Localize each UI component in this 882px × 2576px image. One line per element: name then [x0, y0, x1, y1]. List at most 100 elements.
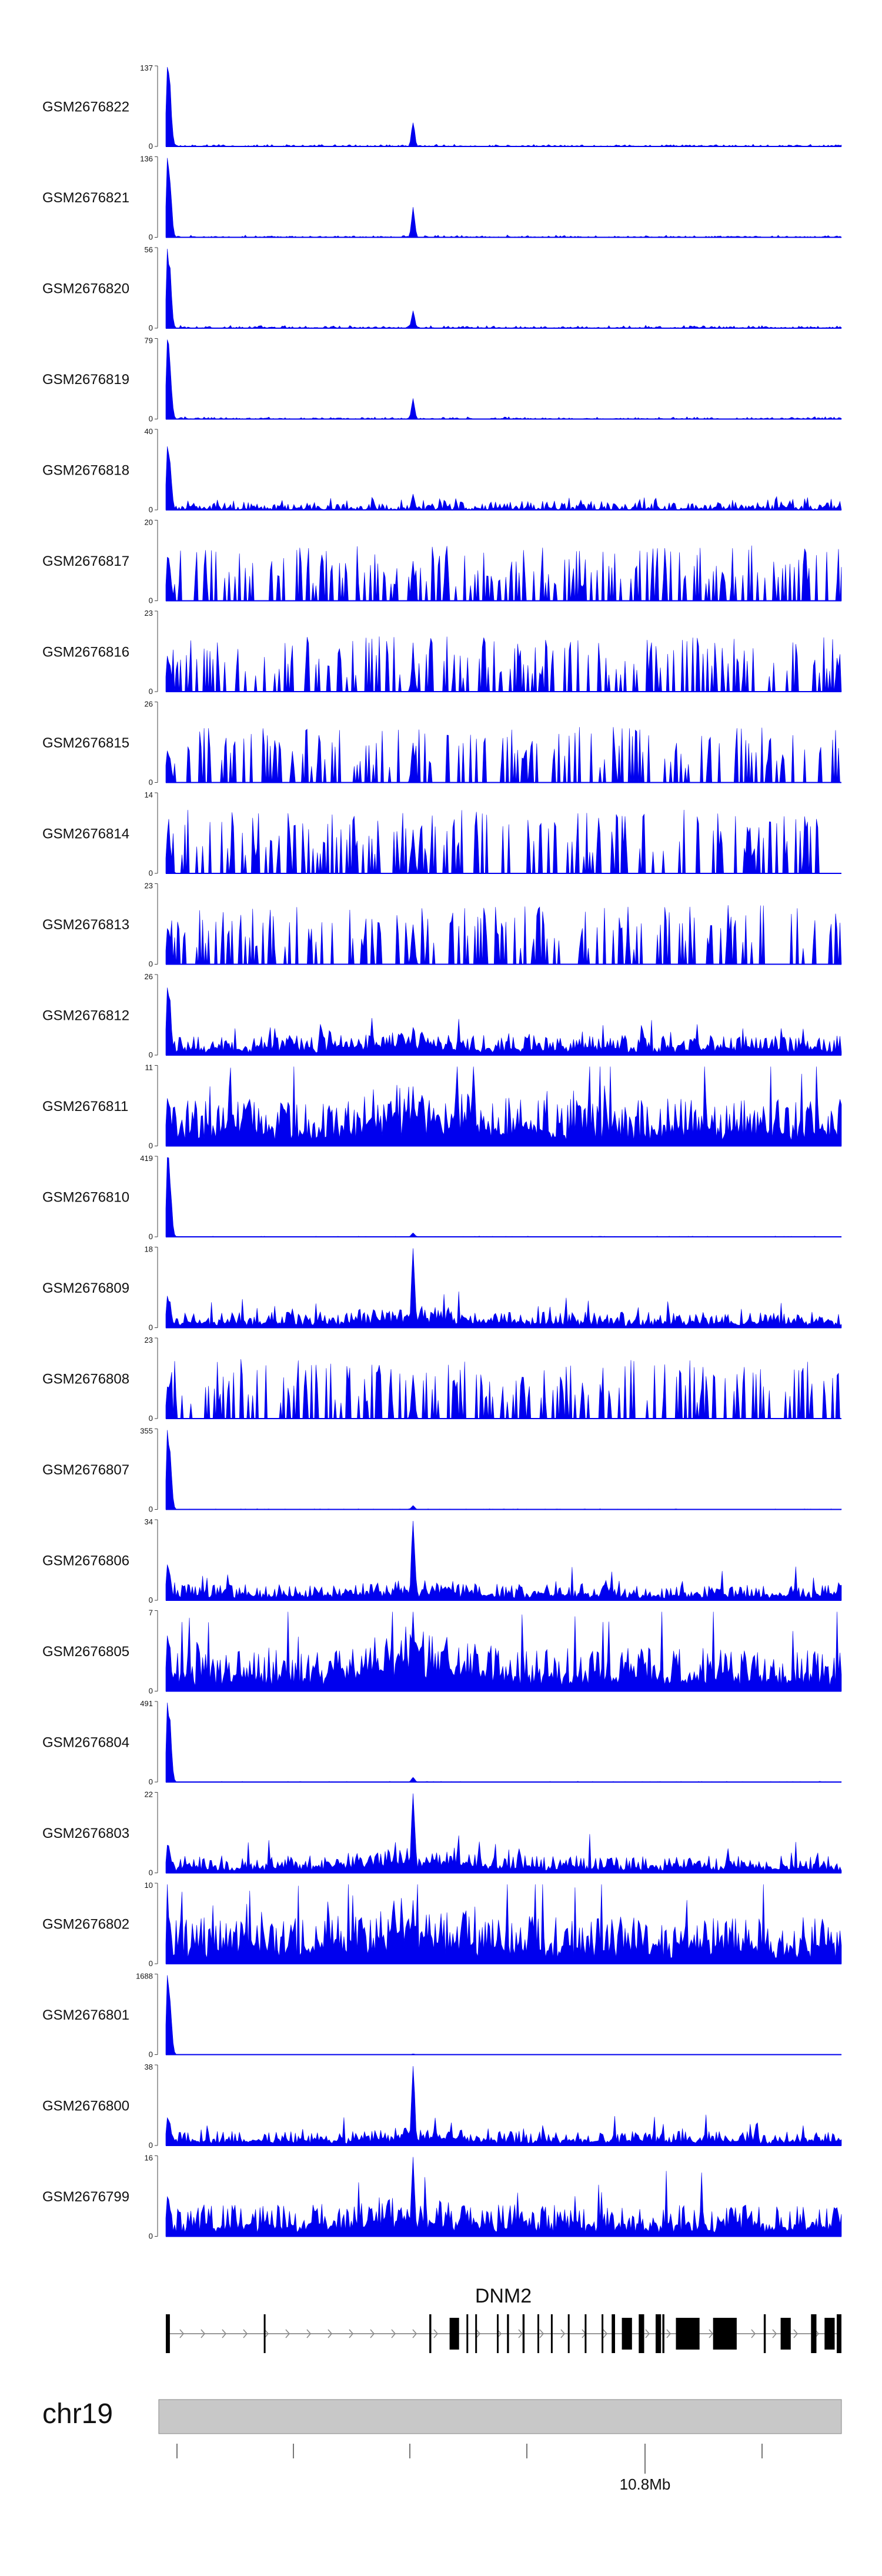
track-signal-area [165, 1520, 842, 1601]
track-label: GSM2676814 [42, 826, 129, 842]
gene-exon [656, 2314, 662, 2353]
gene-exon [662, 2314, 664, 2353]
chromosome-ideogram: chr19 [42, 2398, 842, 2434]
track-ymax-label: 20 [145, 518, 153, 527]
strand-arrow-icon [306, 2329, 312, 2338]
track-GSM2676800: GSM2676800 38 0 [42, 2063, 842, 2150]
track-ymax-label: 14 [145, 790, 153, 799]
track-signal-area [165, 1884, 842, 1964]
track-signal-area [165, 2066, 842, 2146]
gene-exon [166, 2314, 170, 2353]
track-label: GSM2676804 [42, 1735, 129, 1751]
track-signal-area [165, 339, 842, 419]
track-ymax-label: 26 [145, 700, 153, 709]
track-label: GSM2676818 [42, 463, 129, 479]
track-ymax-label: 1688 [136, 1972, 153, 1981]
track-ymin-label: 0 [149, 1959, 153, 1968]
strand-arrow-icon [179, 2329, 185, 2338]
track-label: GSM2676819 [42, 372, 129, 388]
track-ymax-label: 38 [145, 2063, 153, 2071]
track-GSM2676810: GSM2676810 419 0 [42, 1154, 842, 1241]
gene-exon [622, 2318, 632, 2350]
gene-exon [837, 2314, 841, 2353]
strand-arrow-icon [645, 2329, 650, 2338]
track-signal-area [165, 1157, 842, 1237]
track-signal-area [165, 1702, 842, 1783]
track-GSM2676820: GSM2676820 56 0 [42, 245, 842, 332]
strand-arrow-icon [709, 2329, 714, 2338]
track-ymax-label: 79 [145, 336, 153, 345]
track-GSM2676809: GSM2676809 18 0 [42, 1245, 842, 1332]
track-ymax-label: 22 [145, 1790, 153, 1799]
track-ymin-label: 0 [149, 1050, 153, 1059]
track-ymax-label: 419 [140, 1154, 153, 1163]
gene-exon [780, 2318, 791, 2350]
track-label: GSM2676806 [42, 1553, 129, 1569]
track-ymax-label: 18 [145, 1245, 153, 1254]
track-ymax-label: 11 [145, 1063, 153, 1072]
gene-exon [429, 2314, 432, 2353]
strand-arrow-icon [666, 2329, 671, 2338]
track-ymax-label: 491 [140, 1699, 153, 1708]
strand-arrow-icon [201, 2329, 206, 2338]
track-label: GSM2676807 [42, 1462, 129, 1478]
track-ymax-label: 23 [145, 882, 153, 890]
gene-exon [567, 2314, 570, 2353]
track-ymin-label: 0 [149, 960, 153, 969]
track-label: GSM2676799 [42, 2189, 129, 2205]
gene-exon [811, 2314, 817, 2353]
gene-exons [166, 2314, 841, 2353]
track-label: GSM2676817 [42, 553, 129, 569]
track-GSM2676799: GSM2676799 16 0 [42, 2154, 842, 2241]
track-ymax-label: 16 [145, 2154, 153, 2163]
track-label: GSM2676812 [42, 1008, 129, 1024]
track-ymin-label: 0 [149, 1687, 153, 1696]
strand-arrow-icon [476, 2329, 481, 2338]
track-ymax-label: 26 [145, 972, 153, 981]
strand-arrow-icon [560, 2329, 566, 2338]
gene-exon [522, 2314, 525, 2353]
track-ymax-label: 56 [145, 245, 153, 254]
gene-track: DNM2 [166, 2285, 841, 2353]
strand-arrow-icon [772, 2329, 777, 2338]
track-GSM2676813: GSM2676813 23 0 [42, 882, 842, 969]
strand-arrow-icon [328, 2329, 333, 2338]
track-ymin-label: 0 [149, 1414, 153, 1423]
gene-exon [824, 2318, 835, 2350]
strand-arrow-icon [222, 2329, 227, 2338]
gene-exon [713, 2318, 737, 2350]
track-GSM2676822: GSM2676822 137 0 [42, 64, 842, 151]
strand-arrow-icon [603, 2329, 608, 2338]
track-ymin-label: 0 [149, 2232, 153, 2241]
strand-arrow-icon [751, 2329, 756, 2338]
track-label: GSM2676803 [42, 1826, 129, 1841]
track-label: GSM2676822 [42, 99, 129, 115]
gene-exon [602, 2314, 604, 2353]
strand-arrow-icon [518, 2329, 523, 2338]
track-ymin-label: 0 [149, 778, 153, 787]
track-signal-area [165, 905, 842, 965]
track-ymin-label: 0 [149, 2050, 153, 2059]
track-GSM2676802: GSM2676802 10 0 [42, 1881, 842, 1968]
track-ymin-label: 0 [149, 596, 153, 605]
track-GSM2676811: GSM2676811 11 0 [42, 1063, 842, 1150]
track-signal-area [165, 1611, 842, 1691]
track-ymin-label: 0 [149, 1868, 153, 1877]
track-ymax-label: 137 [140, 64, 153, 72]
track-signal-area [165, 727, 841, 783]
gene-exon [763, 2314, 766, 2353]
track-ymin-label: 0 [149, 323, 153, 332]
track-label: GSM2676800 [42, 2098, 129, 2114]
signal-tracks: GSM2676822 137 0 GSM2676821 136 0 GSM2676820 56… [42, 64, 842, 2241]
track-GSM2676806: GSM2676806 34 0 [42, 1517, 842, 1604]
track-ymax-label: 34 [145, 1517, 153, 1526]
track-signal-area [165, 446, 842, 511]
track-ymax-label: 136 [140, 155, 153, 163]
genome-axis: 10.8Mb [176, 2444, 763, 2493]
strand-arrow-icon [370, 2329, 375, 2338]
ideogram-bar [158, 2399, 842, 2434]
axis-ticks [176, 2444, 763, 2474]
gene-exon [263, 2314, 266, 2353]
track-signal-area [165, 1359, 841, 1419]
